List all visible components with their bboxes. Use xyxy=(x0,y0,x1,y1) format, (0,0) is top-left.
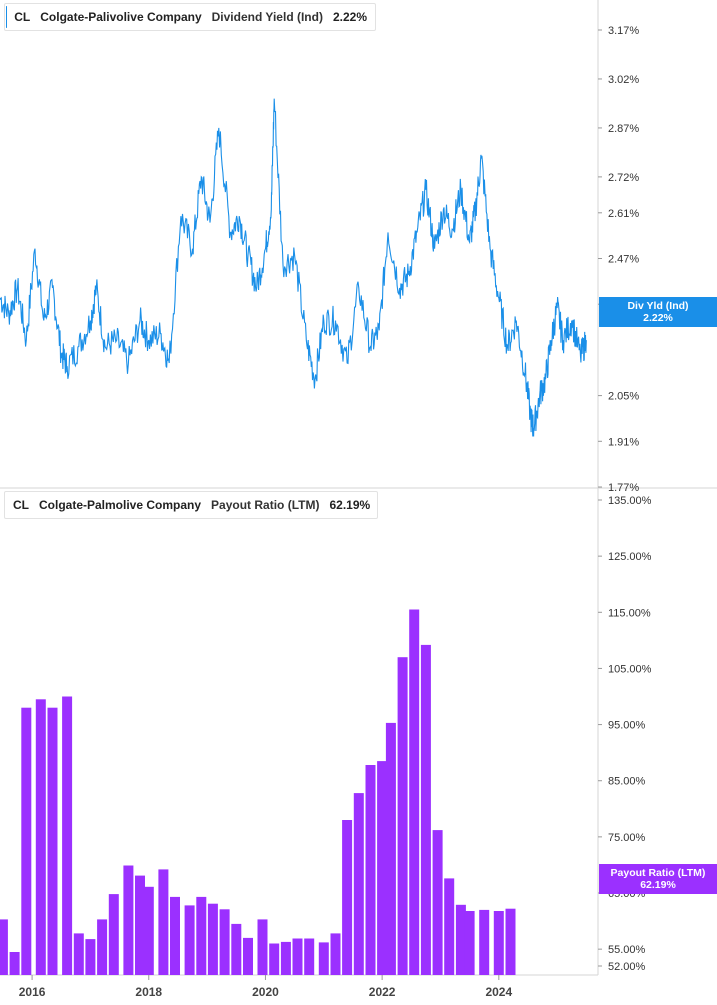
payout-ratio-bar xyxy=(479,909,490,975)
x-tick-label: 2020 xyxy=(252,985,279,999)
payout-ratio-bar xyxy=(73,933,84,975)
top-y-tick-label: 1.77% xyxy=(608,482,639,494)
payout-ratio-bar xyxy=(143,886,154,975)
bottom-y-tick-label: 95.00% xyxy=(608,720,646,732)
bottom-legend-ticker: CL xyxy=(13,498,29,512)
top-legend: CL Colgate-Palivolive Company Dividend Y… xyxy=(4,3,376,31)
bottom-y-tick-label: 85.00% xyxy=(608,776,646,788)
top-legend-value: 2.22% xyxy=(332,10,367,24)
payout-ratio-bar xyxy=(0,919,8,975)
payout-ratio-bar xyxy=(123,865,134,975)
payout-ratio-bar xyxy=(35,699,46,975)
payout-ratio-bar xyxy=(108,894,119,975)
dividend-yield-line xyxy=(0,98,587,437)
bottom-y-tick-label: 55.00% xyxy=(608,944,646,956)
payout-ratio-bar xyxy=(21,707,32,975)
bottom-legend-value: 62.19% xyxy=(329,498,371,512)
payout-ratio-bar xyxy=(62,696,73,975)
payout-ratio-bar xyxy=(97,919,108,975)
payout-ratio-bar xyxy=(280,941,291,975)
div-yield-value-tag: Div Yld (Ind) 2.22% xyxy=(599,297,717,327)
payout-ratio-bar xyxy=(231,923,242,975)
bottom-legend-metric: Payout Ratio (LTM) xyxy=(211,498,320,512)
payout-ratio-bar xyxy=(385,722,396,975)
payout-ratio-bar xyxy=(170,896,180,975)
div-yield-tag-label: Div Yld (Ind) xyxy=(627,300,689,312)
payout-ratio-bar xyxy=(257,919,268,975)
div-yield-tag-value: 2.22% xyxy=(643,312,673,324)
payout-ratio-bar xyxy=(9,952,20,975)
top-legend-swatch xyxy=(6,6,8,28)
payout-ratio-bar xyxy=(135,875,145,975)
payout-ratio-bar xyxy=(342,820,353,975)
payout-ratio-bar xyxy=(158,869,169,975)
bottom-y-tick-label: 115.00% xyxy=(608,607,651,619)
payout-ratio-bar xyxy=(505,908,516,975)
top-legend-metric: Dividend Yield (Ind) xyxy=(211,10,323,24)
payout-ratio-bar xyxy=(330,933,341,975)
top-y-tick-label: 3.17% xyxy=(608,25,639,37)
payout-ratio-bar xyxy=(219,909,230,975)
payout-ratio-tag-label: Payout Ratio (LTM) xyxy=(610,867,706,879)
payout-ratio-bar xyxy=(365,765,376,975)
payout-ratio-bar xyxy=(47,707,58,975)
top-legend-ticker: CL xyxy=(14,10,31,24)
x-tick-label: 2024 xyxy=(485,985,512,999)
payout-ratio-bar xyxy=(397,657,408,975)
payout-ratio-value-tag: Payout Ratio (LTM) 62.19% xyxy=(599,864,717,894)
payout-ratio-bar xyxy=(464,911,475,975)
payout-ratio-bar xyxy=(455,904,466,975)
top-y-tick-label: 1.91% xyxy=(608,436,639,448)
top-y-tick-label: 2.05% xyxy=(608,391,639,403)
bottom-y-tick-label: 125.00% xyxy=(608,551,652,563)
payout-ratio-bar xyxy=(409,609,420,975)
top-legend-company: Colgate-Palivolive Company xyxy=(40,10,202,24)
top-y-tick-label: 3.02% xyxy=(608,74,639,86)
payout-ratio-bar xyxy=(318,942,329,975)
bottom-legend-company: Colgate-Palmolive Company xyxy=(39,498,202,512)
payout-ratio-bar xyxy=(444,878,455,975)
x-tick-label: 2022 xyxy=(369,985,396,999)
top-y-tick-label: 2.87% xyxy=(608,123,639,135)
x-tick-label: 2016 xyxy=(19,985,46,999)
bottom-legend: CL Colgate-Palmolive Company Payout Rati… xyxy=(4,491,378,519)
x-tick-label: 2018 xyxy=(135,985,162,999)
payout-ratio-bar xyxy=(196,896,207,975)
payout-ratio-tag-value: 62.19% xyxy=(640,879,676,891)
top-y-tick-label: 2.61% xyxy=(608,208,639,220)
bottom-y-tick-label: 135.00% xyxy=(608,495,652,507)
payout-ratio-bar xyxy=(292,938,303,975)
payout-ratio-bar xyxy=(207,903,218,975)
payout-ratio-bar xyxy=(353,793,364,975)
payout-ratio-bar xyxy=(243,937,253,975)
payout-ratio-bar xyxy=(85,939,96,975)
payout-ratio-bar xyxy=(304,938,315,975)
bottom-y-tick-label: 52.00% xyxy=(608,961,646,973)
payout-ratio-bar xyxy=(377,761,388,975)
payout-ratio-bar xyxy=(269,943,280,975)
payout-ratio-bar xyxy=(493,911,504,975)
bottom-y-tick-label: 105.00% xyxy=(608,663,652,675)
payout-ratio-bar xyxy=(184,905,195,975)
top-y-tick-label: 2.47% xyxy=(608,254,639,266)
payout-ratio-bar xyxy=(432,830,443,975)
top-y-tick-label: 2.72% xyxy=(608,172,639,184)
bottom-y-tick-label: 75.00% xyxy=(608,832,646,844)
payout-ratio-bar xyxy=(420,644,431,975)
